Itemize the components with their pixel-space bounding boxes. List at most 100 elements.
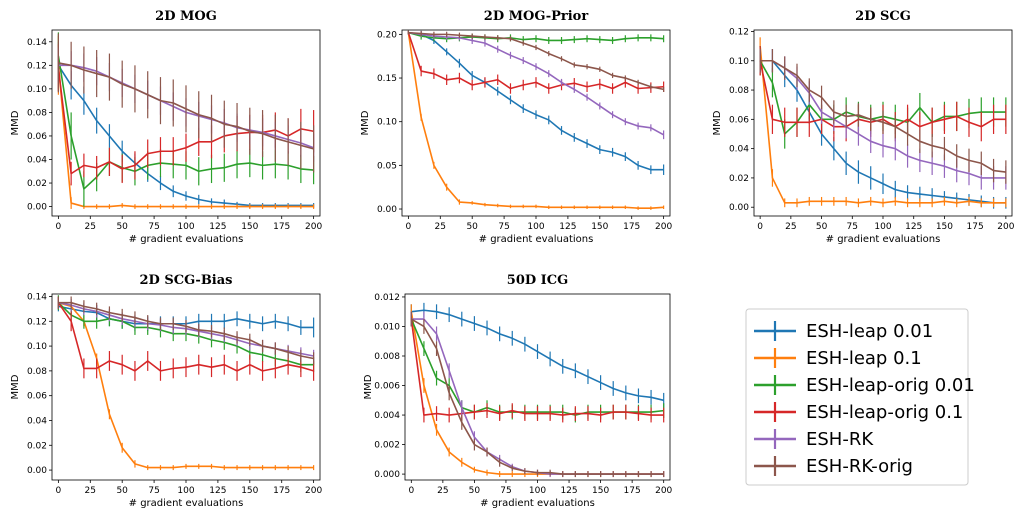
x-axis-label: # gradient evaluations <box>129 498 244 509</box>
y-tick-label: 0.000 <box>374 470 400 480</box>
x-tick-label: 125 <box>560 486 577 496</box>
series-0 <box>410 302 665 408</box>
x-tick-label: 150 <box>241 486 258 496</box>
legend-label: ESH-RK <box>806 429 874 450</box>
series-3 <box>410 311 665 423</box>
y-tick-label: 0.06 <box>27 392 47 402</box>
legend: ESH-leap 0.01 ESH-leap 0.1 ESH-leap-orig 0… <box>745 308 975 486</box>
series-0 <box>57 41 315 208</box>
chart-title: 50D ICG <box>507 273 568 288</box>
x-axis-label: # gradient evaluations <box>480 498 595 509</box>
y-tick-label: 0.04 <box>729 145 749 155</box>
chart-panel-4: 50D ICG 0 25 50 75 100 125 150 175 200 0.000 0.002 0… <box>363 273 673 509</box>
x-tick-label: 0 <box>56 222 62 232</box>
y-tick-label: 0.10 <box>729 57 749 67</box>
y-tick-label: 0.02 <box>27 441 47 451</box>
x-axis-label: # gradient evaluations <box>826 234 941 245</box>
y-tick-label: 0.004 <box>374 411 400 421</box>
x-tick-label: 100 <box>874 222 891 232</box>
series-2 <box>407 30 665 44</box>
chart-panel-3: 2D SCG-Bias 0 25 50 75 100 125 150 175 200 0.00 0.0… <box>10 273 322 509</box>
y-tick-label: 0.10 <box>27 85 47 95</box>
series-5 <box>57 296 315 365</box>
y-tick-label: 0.06 <box>729 115 749 125</box>
y-tick-label: 0.12 <box>729 27 749 37</box>
chart-panel-2: 2D SCG 0 25 50 75 100 125 150 175 200 0.00 0.02 0.04… <box>712 9 1015 245</box>
x-tick-label: 175 <box>273 486 290 496</box>
y-tick-label: 0.08 <box>27 367 47 377</box>
y-axis-label: MMD <box>712 110 723 135</box>
plot-area <box>759 37 1007 209</box>
x-tick-label: 100 <box>177 486 194 496</box>
y-tick-label: 0.04 <box>27 416 47 426</box>
x-tick-label: 75 <box>148 486 159 496</box>
x-tick-label: 75 <box>148 222 159 232</box>
x-tick-label: 50 <box>466 222 478 232</box>
legend-item: ESH-leap-orig 0.01 <box>754 375 975 396</box>
chart-panel-1: 2D MOG-Prior 0 25 50 75 100 125 150 175 200 0.00 0.… <box>360 9 672 245</box>
chart-panel-0: 2D MOG 0 25 50 75 100 125 150 175 200 0.00 0.02 0.04… <box>10 9 322 245</box>
legend-label: ESH-RK-orig <box>806 456 913 477</box>
x-tick-label: 50 <box>469 486 481 496</box>
legend-item: ESH-leap-orig 0.1 <box>754 402 963 423</box>
x-tick-label: 175 <box>273 222 290 232</box>
x-tick-label: 25 <box>435 222 446 232</box>
y-tick-label: 0.002 <box>374 441 400 451</box>
x-tick-label: 150 <box>936 222 953 232</box>
y-axis-label: MMD <box>360 110 371 135</box>
y-tick-label: 0.12 <box>27 317 47 327</box>
x-tick-label: 175 <box>623 222 640 232</box>
x-axis-label: # gradient evaluations <box>479 234 594 245</box>
x-tick-label: 50 <box>116 222 128 232</box>
plot-area <box>410 302 665 478</box>
legend-item: ESH-RK-orig <box>754 456 913 477</box>
series-0 <box>407 30 665 175</box>
x-tick-label: 125 <box>209 222 226 232</box>
x-tick-label: 75 <box>500 486 511 496</box>
x-tick-label: 100 <box>177 222 194 232</box>
legend-box <box>745 308 969 486</box>
chart-title: 2D MOG-Prior <box>484 9 589 24</box>
x-tick-label: 0 <box>408 486 414 496</box>
y-tick-label: 0.04 <box>27 155 47 165</box>
y-tick-label: 0.12 <box>27 61 47 71</box>
x-tick-label: 125 <box>905 222 922 232</box>
series-1 <box>759 37 1007 208</box>
y-tick-label: 0.08 <box>729 86 749 96</box>
y-tick-label: 0.006 <box>374 382 400 392</box>
x-tick-label: 200 <box>655 486 672 496</box>
y-tick-label: 0.00 <box>27 466 47 476</box>
y-tick-label: 0.15 <box>377 74 397 84</box>
x-tick-label: 200 <box>305 222 322 232</box>
plot-area <box>57 295 315 471</box>
x-tick-label: 100 <box>529 486 546 496</box>
y-tick-label: 0.02 <box>729 174 749 184</box>
series-5 <box>407 30 665 92</box>
y-tick-label: 0.08 <box>27 108 47 118</box>
series-1 <box>407 30 665 210</box>
y-tick-label: 0.14 <box>27 38 47 48</box>
x-tick-label: 75 <box>847 222 858 232</box>
x-tick-label: 175 <box>624 486 641 496</box>
x-tick-label: 50 <box>816 222 828 232</box>
x-tick-label: 125 <box>209 486 226 496</box>
x-tick-label: 175 <box>967 222 984 232</box>
y-tick-label: 0.02 <box>27 179 47 189</box>
x-tick-label: 150 <box>241 222 258 232</box>
y-tick-label: 0.06 <box>27 132 47 142</box>
y-tick-label: 0.00 <box>729 203 749 213</box>
y-axis-label: MMD <box>363 374 374 399</box>
y-axis-label: MMD <box>10 110 21 135</box>
x-tick-label: 200 <box>997 222 1014 232</box>
series-5 <box>759 49 1007 184</box>
x-tick-label: 50 <box>116 486 128 496</box>
y-tick-label: 0.14 <box>27 292 47 302</box>
series-5 <box>410 311 665 478</box>
series-3 <box>407 30 665 94</box>
x-tick-label: 125 <box>559 222 576 232</box>
chart-title: 2D MOG <box>155 9 217 24</box>
chart-title: 2D SCG <box>855 9 911 24</box>
x-tick-label: 25 <box>785 222 796 232</box>
x-tick-label: 100 <box>527 222 544 232</box>
chart-title: 2D SCG-Bias <box>140 273 233 288</box>
